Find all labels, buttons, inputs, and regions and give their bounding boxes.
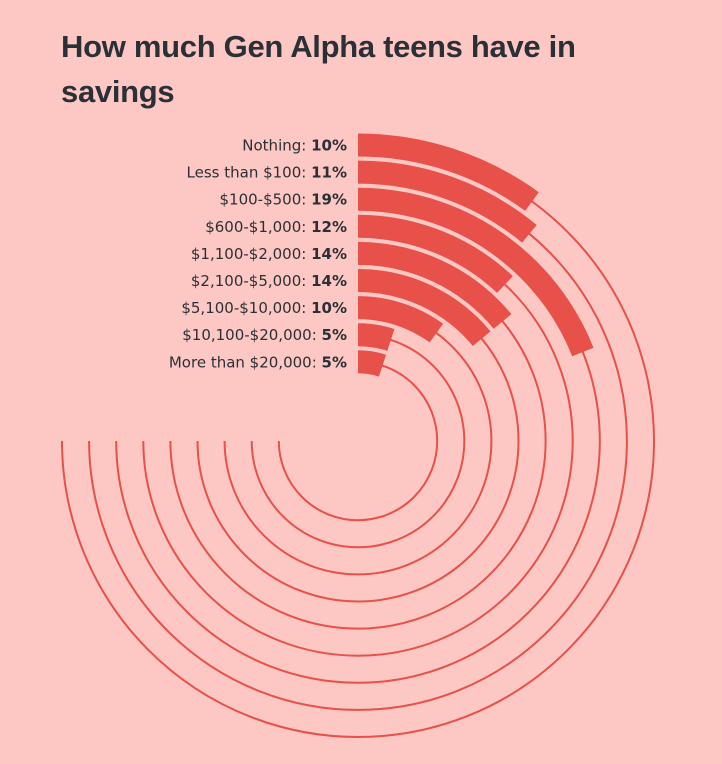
category-name: More than $20,000: <box>169 353 322 371</box>
category-label: $100-$500: 19% <box>220 191 348 209</box>
category-name: $5,100-$10,000: <box>181 299 311 317</box>
bar-3 <box>357 187 594 357</box>
data-label: 5% <box>322 326 347 344</box>
data-label: 10% <box>311 137 347 155</box>
bar-2 <box>357 160 537 243</box>
category-label: Nothing: 10% <box>242 137 347 155</box>
bar-8 <box>357 323 395 351</box>
category-name: $10,100-$20,000: <box>182 326 321 344</box>
data-label: 14% <box>311 272 347 290</box>
track-arc <box>277 360 439 522</box>
category-name: $600-$1,000: <box>205 218 311 236</box>
bar-group <box>357 133 594 377</box>
category-label: More than $20,000: 5% <box>169 353 347 371</box>
data-label: 10% <box>311 299 347 317</box>
track-arc <box>223 306 493 576</box>
category-name: Less than $100: <box>187 164 312 182</box>
data-label: 5% <box>322 353 347 371</box>
data-label: 12% <box>311 218 347 236</box>
track-arc <box>61 144 655 738</box>
bar-9 <box>357 350 387 377</box>
category-label: Less than $100: 11% <box>187 164 347 182</box>
category-label: $10,100-$20,000: 5% <box>182 326 347 344</box>
category-label: $5,100-$10,000: 10% <box>181 299 347 317</box>
bar-6 <box>357 269 491 347</box>
category-label: $2,100-$5,000: 14% <box>191 272 347 290</box>
data-label: 19% <box>311 191 347 209</box>
track-arc <box>88 171 628 711</box>
bar-1 <box>357 133 539 211</box>
category-label: $1,100-$2,000: 14% <box>191 245 347 263</box>
track-arc <box>250 333 466 549</box>
label-group: Nothing: 10% Less than $100: 11% $100-$500… <box>169 137 347 372</box>
category-name: $1,100-$2,000: <box>191 245 311 263</box>
category-name: Nothing: <box>242 137 311 155</box>
bar-5 <box>357 241 512 329</box>
data-label: 11% <box>311 164 347 182</box>
bar-7 <box>357 296 444 343</box>
category-name: $100-$500: <box>220 191 312 209</box>
category-label: $600-$1,000: 12% <box>205 218 347 236</box>
category-name: $2,100-$5,000: <box>191 272 311 290</box>
data-label: 14% <box>311 245 347 263</box>
chart-title: How much Gen Alpha teens have in savings <box>61 29 576 109</box>
track-arc <box>142 225 574 657</box>
bar-4 <box>357 214 513 293</box>
